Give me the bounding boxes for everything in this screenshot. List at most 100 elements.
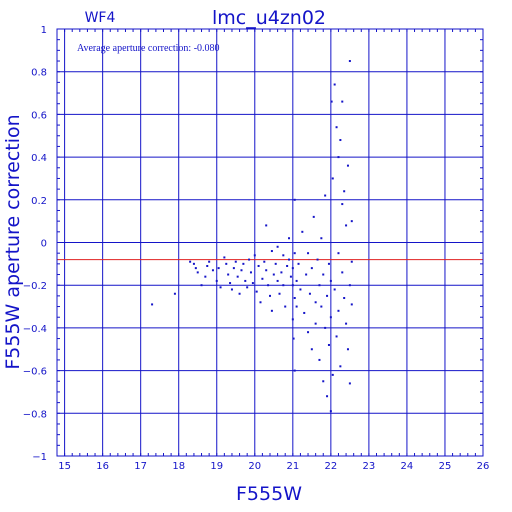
data-point bbox=[320, 237, 323, 240]
data-point bbox=[293, 252, 296, 255]
data-point bbox=[308, 292, 311, 295]
x-tick-label: 15 bbox=[58, 461, 71, 472]
x-axis-label: F555W bbox=[236, 483, 302, 505]
data-point bbox=[333, 83, 336, 86]
data-point bbox=[208, 260, 211, 263]
y-tick-label: −0.2 bbox=[23, 281, 47, 292]
data-point bbox=[291, 267, 294, 270]
data-point bbox=[219, 286, 222, 289]
data-point bbox=[192, 262, 195, 265]
data-point bbox=[341, 271, 344, 274]
data-point bbox=[346, 348, 349, 351]
x-tick-label: 19 bbox=[210, 461, 223, 472]
data-point bbox=[316, 258, 319, 261]
data-point bbox=[282, 254, 285, 257]
data-point bbox=[318, 358, 321, 361]
data-point bbox=[345, 224, 348, 227]
data-point bbox=[242, 262, 245, 265]
data-point bbox=[320, 305, 323, 308]
data-point bbox=[276, 279, 279, 282]
data-point bbox=[350, 220, 353, 223]
data-point bbox=[293, 198, 296, 201]
data-point bbox=[345, 322, 348, 325]
data-point bbox=[267, 284, 270, 287]
data-point bbox=[240, 269, 243, 272]
data-point bbox=[265, 269, 268, 272]
data-point bbox=[288, 237, 291, 240]
data-point bbox=[314, 322, 317, 325]
data-point bbox=[301, 230, 304, 233]
data-point bbox=[223, 256, 226, 259]
x-tick-label: 23 bbox=[363, 461, 376, 472]
data-point bbox=[339, 365, 342, 368]
data-point bbox=[337, 156, 340, 159]
data-point bbox=[189, 260, 192, 263]
data-point bbox=[318, 284, 321, 287]
x-tick-label: 22 bbox=[324, 461, 337, 472]
data-point bbox=[326, 395, 329, 398]
y-tick-label: 1 bbox=[41, 25, 47, 36]
data-point bbox=[295, 279, 298, 282]
y-tick-label: 0.6 bbox=[31, 110, 47, 121]
data-point bbox=[337, 252, 340, 255]
data-point bbox=[288, 258, 291, 261]
data-point bbox=[270, 309, 273, 312]
data-point bbox=[331, 373, 334, 376]
data-point bbox=[200, 284, 203, 287]
y-tick-label: 0.8 bbox=[31, 68, 47, 79]
data-point bbox=[329, 316, 332, 319]
x-tick-label: 21 bbox=[286, 461, 299, 472]
data-point bbox=[286, 264, 289, 267]
y-tick-label: −0.8 bbox=[23, 409, 47, 420]
data-point bbox=[322, 273, 325, 276]
data-point bbox=[341, 100, 344, 103]
data-point bbox=[280, 271, 283, 274]
data-point bbox=[259, 301, 262, 304]
y-tick-label: 0.2 bbox=[31, 196, 47, 207]
data-point bbox=[229, 282, 232, 285]
data-point bbox=[305, 273, 308, 276]
data-point bbox=[276, 245, 279, 248]
data-point bbox=[196, 271, 199, 274]
data-point bbox=[314, 301, 317, 304]
data-point bbox=[204, 275, 207, 278]
data-point bbox=[348, 60, 351, 63]
data-point bbox=[289, 275, 292, 278]
data-point bbox=[312, 215, 315, 218]
x-tick-label: 17 bbox=[134, 461, 147, 472]
data-point bbox=[324, 326, 327, 329]
data-point bbox=[270, 250, 273, 253]
data-point bbox=[346, 164, 349, 167]
y-tick-label: −0.6 bbox=[23, 367, 47, 378]
data-point bbox=[272, 273, 275, 276]
data-point bbox=[350, 303, 353, 306]
x-tick-label: 18 bbox=[172, 461, 185, 472]
data-point bbox=[291, 318, 294, 321]
data-point bbox=[284, 305, 287, 308]
data-point bbox=[236, 275, 239, 278]
y-tick-label: 0 bbox=[41, 239, 47, 250]
data-point bbox=[255, 290, 258, 293]
data-point bbox=[249, 271, 252, 274]
x-tick-label: 24 bbox=[401, 461, 414, 472]
data-point bbox=[329, 410, 332, 413]
data-point bbox=[251, 282, 254, 285]
data-point bbox=[303, 311, 306, 314]
data-point bbox=[348, 284, 351, 287]
data-point bbox=[206, 264, 209, 267]
data-point bbox=[263, 260, 266, 263]
data-point bbox=[326, 294, 329, 297]
y-tick-labels: 1 0.8 0.6 0.4 0.2 0 −0.2 −0.4 −0.6 −0.8 −1 bbox=[23, 25, 47, 463]
data-point bbox=[151, 303, 154, 306]
data-point bbox=[348, 382, 351, 385]
data-point bbox=[246, 286, 249, 289]
data-point bbox=[293, 369, 296, 372]
data-point bbox=[291, 284, 294, 287]
data-point bbox=[310, 348, 313, 351]
chart-title: lmc_u4zn02 bbox=[212, 7, 326, 29]
x-tick-labels: 15 16 17 18 19 20 21 22 23 24 25 26 bbox=[58, 461, 489, 472]
data-point bbox=[307, 252, 310, 255]
plot-frame bbox=[56, 28, 484, 457]
data-point bbox=[333, 288, 336, 291]
